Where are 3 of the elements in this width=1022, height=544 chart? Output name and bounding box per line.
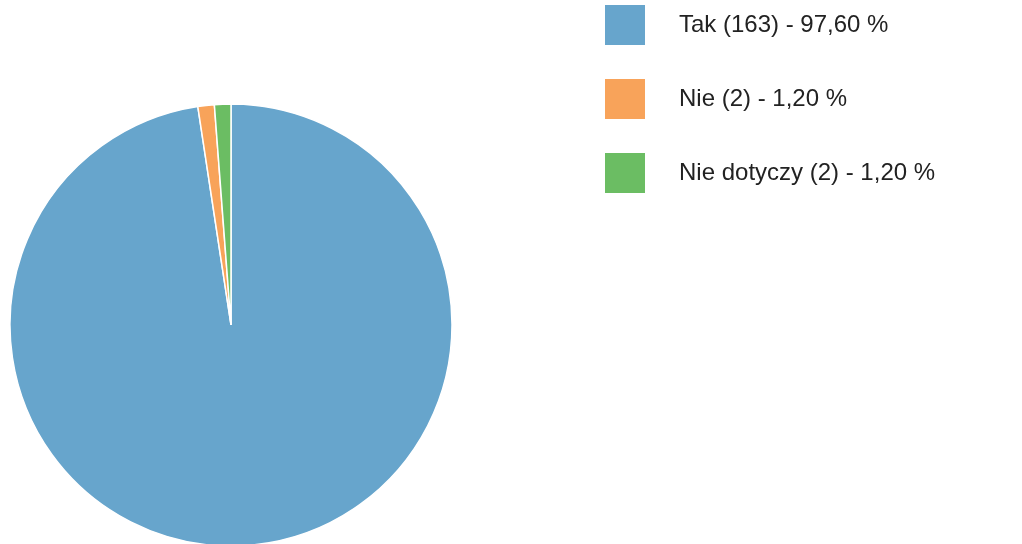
legend-label: Nie dotyczy (2) - 1,20 % <box>679 158 936 185</box>
legend-label: Nie (2) - 1,20 % <box>679 84 848 111</box>
legend-label: Tak (163) - 97,60 % <box>679 10 889 37</box>
